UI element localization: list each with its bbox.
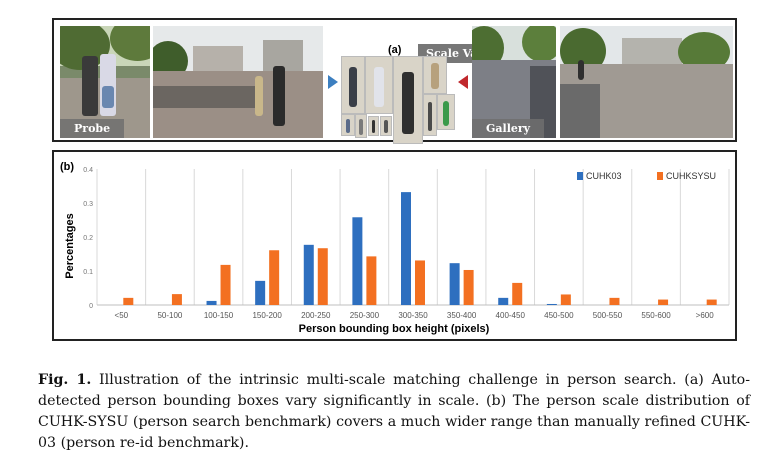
person-crop <box>341 114 355 136</box>
x-tick-label: 250-300 <box>350 311 380 320</box>
legend-label-cuhksysu: CUHKSYSU <box>666 171 716 181</box>
bars <box>123 192 717 305</box>
x-axis-label: Person bounding box height (pixels) <box>299 323 490 335</box>
person-crop <box>368 116 379 136</box>
bar-cuhk03-5 <box>352 217 363 305</box>
y-tick-label: 0.1 <box>83 269 93 276</box>
panel-a-label: (a) <box>388 44 402 56</box>
x-tick-label: >600 <box>696 311 715 320</box>
bar-cuhksysu-11 <box>658 299 669 305</box>
x-tick-label: 300-350 <box>398 311 428 320</box>
x-tick-labels: <50 50-100 100-150 150-200 200-250 250-300 300… <box>115 311 715 320</box>
bar-cuhksysu-6 <box>415 260 425 305</box>
figure-caption: Fig. 1. Illustration of the intrinsic mu… <box>38 370 750 454</box>
y-axis-label: Percentages <box>64 213 76 278</box>
x-tick-label: <50 <box>115 311 129 320</box>
bar-cuhksysu-2 <box>220 264 231 305</box>
x-tick-label: 100-150 <box>204 311 234 320</box>
bar-cuhk03-3 <box>255 280 266 305</box>
x-tick-label: 350-400 <box>447 311 477 320</box>
bar-cuhk03-7 <box>449 263 460 305</box>
panel-b-label: (b) <box>60 161 74 173</box>
legend-swatch-cuhk03 <box>577 172 583 180</box>
arrow-left-icon <box>458 75 468 89</box>
bar-cuhksysu-5 <box>366 256 377 305</box>
person-crop <box>365 56 393 114</box>
legend-swatch-cuhksysu <box>657 172 663 180</box>
caption-fig-label: Fig. 1. <box>38 372 92 388</box>
y-tick-labels: 0 0.1 0.2 0.3 0.4 <box>83 167 93 310</box>
person-crop <box>355 114 367 138</box>
bar-cuhksysu-9 <box>560 294 571 305</box>
bar-cuhk03-6 <box>401 192 411 305</box>
bar-cuhksysu-4 <box>317 248 328 305</box>
y-tick-label: 0 <box>89 303 93 310</box>
x-tick-label: 550-600 <box>641 311 671 320</box>
probe-photo: Probe <box>60 26 150 138</box>
gallery-label: Gallery <box>472 119 545 138</box>
person-crop <box>423 94 437 136</box>
arrow-right-icon <box>328 75 338 89</box>
campus-photo-left <box>153 26 323 138</box>
bar-cuhksysu-3 <box>269 250 280 305</box>
bar-chart: <50 50-100 100-150 150-200 200-250 250-300 300… <box>60 161 730 335</box>
person-crop <box>393 56 423 144</box>
y-tick-label: 0.2 <box>83 235 93 242</box>
bar-cuhksysu-12 <box>706 299 717 305</box>
bar-cuhksysu-8 <box>512 282 523 305</box>
bar-cuhksysu-7 <box>463 269 474 305</box>
legend: CUHK03 CUHKSYSU <box>577 171 716 181</box>
person-crop <box>380 116 392 136</box>
bar-cuhk03-8 <box>498 297 509 305</box>
person-crop <box>423 56 447 94</box>
x-tick-label: 200-250 <box>301 311 331 320</box>
probe-label: Probe <box>60 119 125 138</box>
bar-cuhksysu-10 <box>609 297 620 305</box>
y-tick-label: 0.3 <box>83 201 93 208</box>
panel-a-illustration: Probe (a) Scale Variance Gallery <box>52 18 737 144</box>
panel-b-chart: <50 50-100 100-150 150-200 200-250 250-300 300… <box>52 150 737 341</box>
caption-text: Illustration of the intrinsic multi-scal… <box>38 372 750 451</box>
x-tick-label: 500-550 <box>593 311 623 320</box>
x-tick-label: 400-450 <box>496 311 526 320</box>
bar-cuhksysu-1 <box>171 294 182 305</box>
x-tick-label: 150-200 <box>252 311 282 320</box>
x-tick-label: 50-100 <box>157 311 182 320</box>
person-crop <box>341 56 365 114</box>
bar-cuhk03-9 <box>546 303 557 305</box>
bar-cuhk03-2 <box>206 300 217 305</box>
bar-cuhk03-4 <box>303 244 314 305</box>
grid-lines <box>96 169 730 306</box>
person-crop <box>437 94 455 130</box>
bar-cuhksysu-0 <box>123 297 134 305</box>
campus-photo-right <box>560 26 733 138</box>
x-tick-label: 450-500 <box>544 311 574 320</box>
y-tick-label: 0.4 <box>83 167 93 174</box>
legend-label-cuhk03: CUHK03 <box>586 171 622 181</box>
gallery-photo: Gallery <box>472 26 556 138</box>
